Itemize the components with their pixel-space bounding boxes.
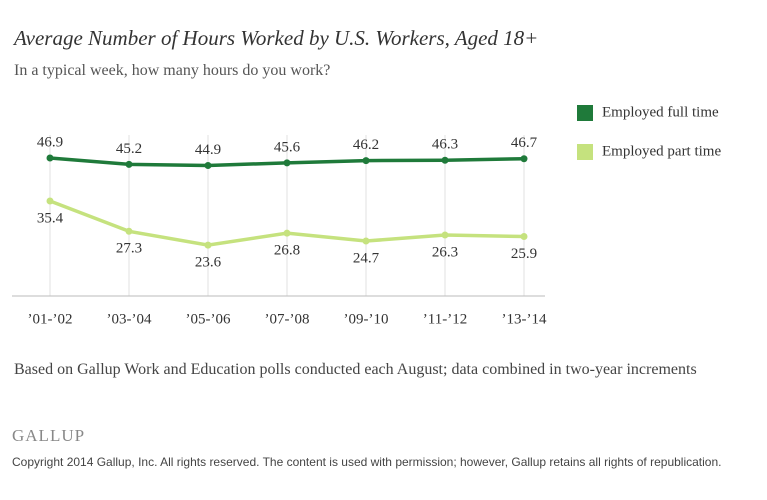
data-point (441, 156, 449, 164)
x-tick-label: ’05-’06 (186, 311, 231, 327)
x-tick-label: ’01-’02 (28, 311, 73, 327)
data-point (125, 227, 133, 235)
data-label: 45.2 (116, 141, 142, 157)
x-tick-label: ’13-’14 (502, 311, 547, 327)
data-point (46, 197, 54, 205)
data-label: 46.9 (37, 134, 63, 150)
data-point (362, 237, 370, 245)
data-point (283, 229, 291, 237)
copyright: Copyright 2014 Gallup, Inc. All rights r… (12, 455, 722, 469)
x-tick-label: ’11-’12 (423, 311, 467, 327)
legend-swatch (577, 144, 593, 160)
data-label: 46.3 (432, 137, 458, 153)
legend-label: Employed part time (602, 143, 721, 159)
chart-title: Average Number of Hours Worked by U.S. W… (14, 26, 539, 50)
data-label: 24.7 (353, 250, 380, 266)
data-point (362, 157, 370, 165)
data-point (46, 154, 54, 162)
data-point (204, 241, 212, 249)
data-label: 44.9 (195, 142, 221, 158)
data-label: 23.6 (195, 255, 222, 271)
chart: ’01-’02 ’03-’04 ’05-’06 ’07-’08 ’09-’10 ’11-’… (12, 104, 721, 327)
data-point (520, 155, 528, 163)
footnote: Based on Gallup Work and Education polls… (14, 361, 697, 378)
data-label: 35.4 (37, 210, 64, 226)
data-point (520, 233, 528, 241)
data-label: 45.6 (274, 139, 301, 155)
x-tick-label: ’07-’08 (265, 311, 310, 327)
data-label: 26.8 (274, 243, 300, 259)
chart-subtitle: In a typical week, how many hours do you… (14, 62, 331, 79)
x-tick-label: ’03-’04 (107, 311, 152, 327)
data-label: 25.9 (511, 246, 537, 262)
data-point (204, 161, 212, 169)
data-label: 46.2 (353, 137, 379, 153)
legend-swatch (577, 105, 593, 121)
data-label: 46.7 (511, 135, 538, 151)
legend-label: Employed full time (602, 104, 719, 120)
x-tick-label: ’09-’10 (344, 311, 389, 327)
data-label: 27.3 (116, 241, 142, 257)
brand: GALLUP (12, 426, 86, 445)
data-point (441, 231, 449, 239)
data-point (125, 160, 133, 168)
data-label: 26.3 (432, 244, 458, 260)
data-point (283, 159, 291, 167)
